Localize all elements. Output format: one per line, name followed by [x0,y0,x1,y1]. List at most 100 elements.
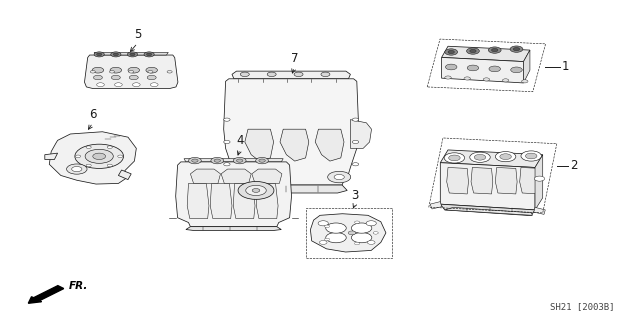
Circle shape [75,144,124,168]
Polygon shape [471,167,493,194]
Circle shape [132,83,140,86]
Circle shape [318,221,328,226]
Circle shape [366,221,376,226]
Circle shape [334,174,344,180]
Polygon shape [351,120,371,148]
Polygon shape [280,129,309,161]
Circle shape [234,158,246,164]
Circle shape [326,223,346,233]
Text: 1: 1 [562,61,570,73]
Text: 2: 2 [570,160,578,172]
Polygon shape [495,167,517,194]
Circle shape [252,189,260,192]
Circle shape [326,233,346,243]
Circle shape [108,146,113,148]
Circle shape [147,53,152,56]
Circle shape [94,52,104,57]
Polygon shape [245,129,274,161]
Circle shape [214,159,220,162]
Circle shape [373,232,378,234]
Polygon shape [221,169,251,183]
Circle shape [144,52,154,57]
Polygon shape [184,159,283,162]
Circle shape [510,46,523,52]
Polygon shape [187,183,209,219]
Polygon shape [186,226,282,230]
Polygon shape [84,55,178,88]
Circle shape [319,241,327,244]
Circle shape [470,152,490,162]
Circle shape [147,75,156,80]
Circle shape [224,163,230,166]
Circle shape [467,65,479,71]
Circle shape [328,171,351,183]
Circle shape [534,176,545,181]
Circle shape [237,159,243,162]
Circle shape [445,64,457,70]
Text: 3: 3 [351,189,359,202]
Circle shape [92,67,104,73]
Circle shape [76,155,81,158]
Polygon shape [440,150,543,167]
Polygon shape [316,129,344,161]
Circle shape [128,67,140,73]
Circle shape [449,155,460,161]
Circle shape [488,47,501,53]
Polygon shape [175,162,292,226]
Circle shape [525,153,537,159]
Circle shape [324,238,330,241]
Circle shape [129,75,138,80]
Text: 4: 4 [236,134,244,147]
Circle shape [111,52,121,57]
Circle shape [111,75,120,80]
Circle shape [97,53,102,56]
Circle shape [93,75,102,80]
Circle shape [224,118,230,121]
Circle shape [352,140,358,144]
Text: FR.: FR. [69,281,88,291]
Circle shape [464,77,470,80]
Circle shape [352,163,358,166]
Polygon shape [535,155,543,210]
Circle shape [85,149,113,163]
Circle shape [474,154,486,160]
Circle shape [146,67,157,73]
Circle shape [367,241,375,244]
Polygon shape [49,132,136,184]
Circle shape [351,233,372,243]
Circle shape [355,221,360,224]
Circle shape [470,49,476,53]
Circle shape [294,72,303,77]
Circle shape [522,80,528,83]
Circle shape [127,52,138,57]
Circle shape [90,70,95,73]
Circle shape [72,167,82,172]
FancyArrow shape [28,286,64,303]
Circle shape [86,164,91,167]
Circle shape [492,48,498,52]
Circle shape [118,155,123,158]
Polygon shape [520,167,541,194]
Circle shape [93,153,106,160]
Polygon shape [256,183,278,219]
Circle shape [246,185,266,196]
Polygon shape [45,153,58,160]
Circle shape [268,72,276,77]
Circle shape [259,159,265,162]
Polygon shape [447,167,468,194]
Circle shape [241,72,250,77]
Polygon shape [210,183,232,219]
Circle shape [467,48,479,54]
Circle shape [97,83,104,86]
Circle shape [511,67,522,73]
Circle shape [113,53,118,56]
Circle shape [489,66,500,72]
Polygon shape [118,170,131,180]
Polygon shape [534,207,545,214]
Circle shape [67,164,87,174]
Circle shape [445,49,458,55]
Polygon shape [310,214,386,252]
Polygon shape [440,204,535,216]
Circle shape [188,158,201,164]
Polygon shape [440,163,535,210]
